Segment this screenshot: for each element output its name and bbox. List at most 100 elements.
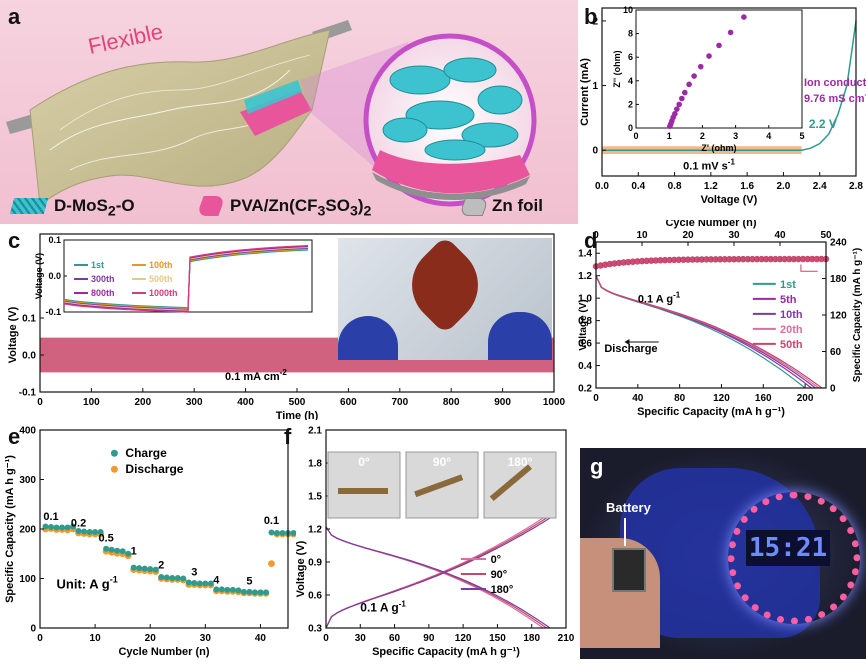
clock-display: 15:21 [746, 530, 830, 566]
b-inset-xtick-label-0: 0 [633, 131, 638, 141]
glove-right [488, 312, 552, 360]
d-top-xtick-label-1: 10 [636, 230, 648, 241]
e-xtick-label-1: 10 [90, 633, 102, 644]
b-inset-xtick-label-3: 3 [733, 131, 738, 141]
mesh-layer [244, 80, 302, 114]
e-unit-label: Unit: A g-1 [57, 574, 118, 591]
d-top-xtick-label-2: 20 [682, 230, 694, 241]
e-charge-point-26 [185, 579, 192, 586]
e-charge-point-7 [81, 528, 88, 535]
c-xtick-label-5: 500 [289, 397, 306, 408]
e-charge-point-41 [268, 529, 275, 536]
e-ytick-label-3: 300 [19, 475, 36, 486]
b-inset-xtick-label-4: 4 [766, 131, 771, 141]
d-right-ytick-label-3: 180 [830, 274, 847, 285]
f-photo-battery-2 [489, 464, 532, 502]
e-charge-point-23 [169, 575, 176, 582]
f-photo-2 [483, 451, 557, 519]
panel-label-c: c [8, 228, 21, 253]
b-inset-point-8 [682, 89, 688, 96]
d-top-xtick-label-5: 50 [820, 230, 832, 241]
battery-device [612, 548, 646, 592]
e-rate-label-4: 2 [158, 560, 164, 572]
mesh-icon [9, 198, 49, 214]
f-xtick-label-7: 210 [558, 633, 575, 644]
b-inset-point-11 [697, 63, 704, 70]
panel-f-bending: 0 30 60 90 120 150 180 210 0.3 0.6 0.9 1.2 1.5 1.8 2.1… [295, 424, 576, 659]
f-ytick-label-3: 1.2 [308, 525, 322, 536]
e-legend-marker-1 [110, 465, 118, 473]
d-ann-rate: 0.1 A g-1 [638, 291, 681, 306]
e-charge-point-27 [191, 579, 198, 586]
f-ann-rate: 0.1 A g-1 [360, 600, 406, 615]
f-discharge-1 [325, 526, 547, 629]
clock-ring [728, 492, 860, 624]
d-ytick-label-2: 0.6 [578, 339, 592, 350]
legend-zn-label: Zn foil [492, 196, 543, 215]
e-charge-point-29 [202, 580, 209, 587]
f-ytick-label-2: 0.9 [308, 558, 322, 569]
e-rate-label-8: 0.1 [264, 515, 279, 527]
c-xtick-label-2: 200 [134, 397, 151, 408]
d-legend-label-4: 50th [780, 339, 803, 351]
e-charge-point-3 [59, 524, 66, 531]
b-inset-ytick-label-3: 6 [628, 52, 633, 62]
e-xtick-label-2: 20 [145, 633, 157, 644]
d-right-ytick-label-4: 240 [830, 238, 847, 249]
b-xtick-label-7: 2.8 [849, 181, 863, 192]
b-inset-xlabel: Z' (ohm) [701, 143, 736, 153]
e-charge-point-24 [174, 575, 181, 582]
panel-e-rate: 0 10 20 30 40 0 100 200 300 400 Cycle Number (n) Sp… [0, 424, 297, 659]
d-legend-label-0: 1st [780, 279, 796, 291]
f-charge-2 [325, 517, 551, 629]
d-ytick-label-1: 0.4 [578, 361, 592, 372]
panel-label-b: b [584, 4, 598, 29]
f-legend-label-0: 0° [491, 554, 502, 566]
zoom-electrolyte [372, 150, 530, 194]
b-xtick-label-3: 1.2 [704, 181, 718, 192]
leaf-photo [338, 238, 552, 360]
e-xtick-label-0: 0 [37, 633, 43, 644]
panel-c-chart: 0 100 200 300 400 500 600 700 800 900 1000 -0.1 0.0 0… [7, 233, 566, 422]
b-inset-xtick-label-5: 5 [799, 131, 804, 141]
c-xtick-label-7: 700 [391, 397, 408, 408]
b-xtick-label-4: 1.6 [740, 181, 754, 192]
c-xtick-label-1: 100 [83, 397, 100, 408]
f-charge-0 [325, 517, 544, 629]
f-photo-label-2: 180° [508, 455, 533, 469]
b-inset-ylabel: Z'' (ohm) [612, 50, 622, 87]
b-inset-ytick-label-4: 8 [628, 29, 633, 39]
f-xtick-label-2: 60 [389, 633, 401, 644]
f-xtick-label-5: 150 [489, 633, 506, 644]
e-ytick-label-4: 400 [19, 426, 36, 437]
f-photo-label-1: 90° [433, 455, 451, 469]
e-legend-label-0: Charge [125, 446, 167, 460]
d-ytick-label-6: 1.4 [578, 249, 592, 260]
d-ytick-label-0: 0.2 [578, 384, 592, 395]
f-legend-label-1: 90° [491, 569, 508, 581]
d-series-4 [595, 275, 823, 389]
battery-pointer [624, 518, 626, 546]
c-legend-label-3: 500th [149, 274, 173, 284]
panel-a-illustration: Flexible [0, 0, 578, 224]
c-legend-label-0: 1st [91, 260, 104, 270]
e-charge-point-43 [279, 529, 286, 536]
f-discharge-2 [325, 526, 551, 629]
e-charge-point-19 [147, 566, 154, 573]
e-charge-point-11 [103, 545, 110, 552]
d-xtick-label-5: 200 [797, 393, 814, 404]
f-ytick-label-5: 1.8 [308, 459, 322, 470]
e-charge-point-34 [229, 586, 236, 593]
e-charge-point-40 [262, 589, 269, 596]
e-charge-point-12 [108, 546, 115, 553]
c-ytick-label-1: 0.0 [22, 351, 36, 362]
c-inset-ytick-label-0: -0.1 [45, 307, 61, 317]
d-xtick-label-3: 120 [713, 393, 730, 404]
b-inset-ann-2: 9.76 mS cm-1 [804, 90, 866, 105]
b-inset-ytick-label-1: 2 [628, 99, 633, 109]
b-xtick-label-1: 0.4 [631, 181, 645, 192]
c-ytick-label-0: -0.1 [19, 388, 37, 399]
d-legend-label-3: 20th [780, 324, 803, 336]
b-xtick-label-0: 0.0 [595, 181, 609, 192]
